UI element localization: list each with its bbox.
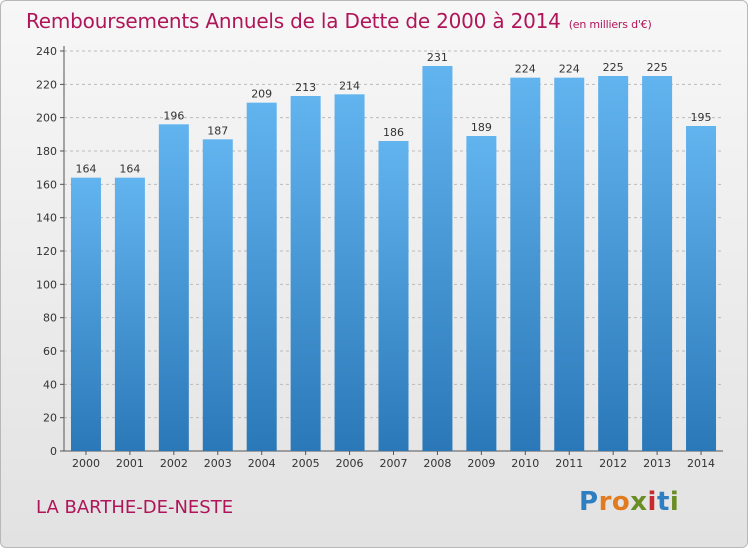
y-tick-label: 0 (50, 445, 57, 458)
bar (510, 77, 541, 452)
data-label: 231 (427, 51, 448, 64)
bar (290, 96, 321, 451)
data-label: 189 (471, 121, 492, 134)
data-label: 164 (75, 163, 96, 176)
logo-letter: r (598, 487, 612, 517)
data-label: 225 (603, 61, 624, 74)
data-label: 195 (691, 111, 712, 124)
data-label: 164 (119, 163, 140, 176)
bar (378, 141, 409, 451)
data-label: 224 (559, 63, 580, 76)
bar (246, 102, 277, 452)
x-tick-label: 2007 (380, 457, 408, 470)
bar (466, 136, 497, 451)
chart-subtitle: (en milliers d'€) (568, 18, 652, 31)
bar (114, 177, 145, 451)
y-tick-label: 160 (36, 178, 57, 191)
data-label: 214 (339, 79, 360, 92)
x-tick-label: 2014 (687, 457, 715, 470)
x-tick-label: 2000 (72, 457, 100, 470)
y-tick-label: 100 (36, 278, 57, 291)
logo-letter: t (656, 487, 670, 517)
x-tick-label: 2008 (423, 457, 451, 470)
x-tick-label: 2011 (555, 457, 583, 470)
data-label: 187 (207, 124, 228, 137)
bar (554, 77, 585, 452)
bar (598, 76, 629, 451)
y-tick-label: 20 (43, 412, 57, 425)
y-tick-label: 240 (36, 45, 57, 58)
city-name: LA BARTHE-DE-NESTE (36, 497, 234, 518)
chart-title-text: Remboursements Annuels de la Dette de 20… (26, 9, 561, 33)
logo-letter: i (669, 487, 680, 517)
bar (642, 76, 673, 451)
y-tick-label: 180 (36, 145, 57, 158)
x-tick-label: 2013 (643, 457, 671, 470)
logo-letter: P (579, 487, 599, 517)
bar (70, 177, 101, 451)
bar (334, 94, 365, 451)
data-label: 224 (515, 63, 536, 76)
data-label: 186 (383, 126, 404, 139)
bar (686, 126, 717, 451)
x-tick-label: 2005 (292, 457, 320, 470)
logo-letter: x (630, 487, 648, 517)
x-tick-label: 2012 (599, 457, 627, 470)
x-tick-label: 2004 (248, 457, 276, 470)
y-tick-label: 60 (43, 345, 57, 358)
y-tick-label: 200 (36, 112, 57, 125)
y-tick-label: 40 (43, 378, 57, 391)
data-label: 225 (647, 61, 668, 74)
x-tick-label: 2006 (336, 457, 364, 470)
proxiti-logo: Proxiti (579, 487, 679, 517)
data-label: 196 (163, 109, 184, 122)
logo-letter: i (647, 487, 657, 517)
bar (422, 66, 453, 451)
x-tick-label: 2010 (511, 457, 539, 470)
y-tick-label: 80 (43, 312, 57, 325)
data-label: 213 (295, 81, 316, 94)
x-tick-label: 2003 (204, 457, 232, 470)
x-tick-label: 2001 (116, 457, 144, 470)
x-tick-label: 2009 (467, 457, 495, 470)
x-tick-label: 2002 (160, 457, 188, 470)
y-tick-label: 120 (36, 245, 57, 258)
logo-letter: o (611, 487, 631, 517)
chart-title: Remboursements Annuels de la Dette de 20… (26, 9, 652, 33)
bar (158, 124, 189, 451)
bar (202, 139, 233, 452)
y-tick-label: 220 (36, 78, 57, 91)
y-tick-label: 140 (36, 212, 57, 225)
data-label: 209 (251, 88, 272, 101)
